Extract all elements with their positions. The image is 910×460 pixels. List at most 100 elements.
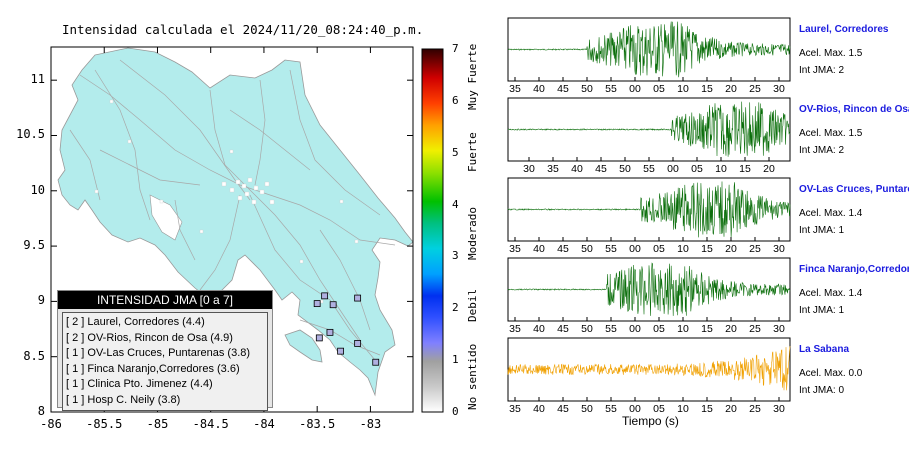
- waveform-tick-label: 40: [533, 243, 545, 255]
- map-y-tick-label: 8: [37, 404, 45, 418]
- city-points: [94, 99, 359, 304]
- waveform-tick-label: 55: [643, 163, 655, 175]
- waveform-tick-label: 25: [749, 323, 761, 335]
- legend-item: [ 1 ] Finca Naranjo,Corredores (3.6): [66, 362, 240, 375]
- waveform-tick-label: 10: [715, 163, 727, 175]
- legend-title: INTENSIDAD JMA [0 a 7]: [58, 291, 272, 309]
- waveform-tick-label: 00: [667, 163, 679, 175]
- station-marker: [372, 358, 380, 366]
- station-markers: [313, 292, 380, 366]
- colorbar-tick-label: 5: [452, 145, 459, 159]
- waveform-tick-label: 05: [653, 323, 665, 335]
- map-y-tick-label: 10.5: [16, 127, 45, 142]
- waveform-tick-label: 40: [533, 403, 545, 415]
- colorbar-tick-label: 4: [452, 197, 459, 211]
- waveform-tick-label: 55: [605, 83, 617, 95]
- waveform-tick-label: 45: [557, 83, 569, 95]
- colorbar-label-no-sentido: No sentido: [466, 343, 479, 410]
- station-info: Acel. Max. 0.0: [799, 368, 863, 379]
- station-info: Acel. Max. 1.5: [799, 128, 863, 139]
- waveform-tick-label: 30: [773, 243, 785, 255]
- waveform-x-label: Tiempo (s): [622, 414, 679, 428]
- waveform-tick-label: 15: [701, 83, 713, 95]
- waveform-tick-label: 05: [653, 83, 665, 95]
- waveform-tick-label: 35: [509, 243, 521, 255]
- map-title: Intensidad calculada el 2024/11/20_08:24…: [62, 22, 424, 37]
- waveform-tick-label: 30: [773, 403, 785, 415]
- colorbar-label-debil: Debil: [466, 288, 479, 322]
- waveform-tick-label: 10: [677, 323, 689, 335]
- osa-peninsula: [284, 329, 323, 363]
- station-info: Int JMA: 1: [799, 305, 845, 316]
- waveform-tick-label: 20: [725, 243, 737, 255]
- waveform-plot: [507, 17, 791, 82]
- waveform-trace: [507, 181, 791, 238]
- waveform-tick-label: 30: [523, 163, 535, 175]
- waveform-trace: [507, 21, 791, 78]
- colorbar-tick-label: 2: [452, 301, 459, 315]
- station-marker: [337, 347, 345, 355]
- station-info: Int JMA: 2: [799, 65, 845, 76]
- waveform-tick-label: 20: [725, 83, 737, 95]
- waveform-plot: [507, 97, 791, 162]
- waveform-tick-label: 20: [725, 323, 737, 335]
- colorbar-tick-label: 7: [452, 42, 459, 55]
- waveform-tick-label: 15: [701, 403, 713, 415]
- station-info: Int JMA: 2: [799, 145, 845, 156]
- waveform-tick-label: 10: [677, 403, 689, 415]
- waveform-tick-label: 50: [581, 323, 593, 335]
- waveform-tick-label: 20: [725, 403, 737, 415]
- waveform-tick-label: 45: [557, 243, 569, 255]
- legend-item: [ 2 ] OV-Rios, Rincon de Osa (4.9): [66, 331, 233, 344]
- station-info: Acel. Max. 1.5: [799, 48, 863, 59]
- waveform-frame: [507, 337, 791, 402]
- intensity-legend: INTENSIDAD JMA [0 a 7] [ 2 ] Laurel, Cor…: [57, 290, 273, 411]
- map-x-tick-label: -85: [146, 417, 169, 431]
- waveform-tick-label: 05: [653, 243, 665, 255]
- waveform-tick-label: 25: [749, 403, 761, 415]
- station-marker: [313, 300, 321, 308]
- map-x-tick-label: -83: [359, 417, 382, 431]
- colorbar-tick-label: 3: [452, 249, 459, 263]
- waveform-plot: [507, 257, 791, 322]
- waveform-tick-label: 05: [653, 403, 665, 415]
- waveform-tick-label: 40: [533, 83, 545, 95]
- waveform-tick-label: 20: [763, 163, 775, 175]
- station-name: OV-Rios, Rincon de Osa: [799, 104, 909, 115]
- map-x-tick-label: -84.5: [192, 417, 229, 431]
- map-x-tick-label: -85.5: [86, 417, 123, 431]
- waveform-tick-label: 40: [533, 323, 545, 335]
- waveform-tick-label: 30: [773, 323, 785, 335]
- station-marker: [326, 328, 334, 336]
- colorbar-tick-label: 6: [452, 93, 459, 107]
- map-y-tick-label: 9: [37, 293, 45, 308]
- road-network: [69, 59, 396, 361]
- waveform-trace: [507, 346, 791, 391]
- station-marker: [315, 334, 323, 342]
- waveform-tick-label: 50: [581, 243, 593, 255]
- waveform-tick-label: 10: [677, 83, 689, 95]
- waveform-trace: [507, 101, 791, 157]
- map-x-tick-label: -84: [253, 417, 275, 431]
- station-info: Acel. Max. 1.4: [799, 208, 863, 219]
- waveform-tick-label: 25: [749, 83, 761, 95]
- waveform-tick-label: 45: [557, 323, 569, 335]
- waveform-tick-label: 25: [749, 243, 761, 255]
- waveform-tick-label: 40: [571, 163, 583, 175]
- waveform-plot: [507, 337, 791, 402]
- station-name: La Sabana: [799, 344, 850, 355]
- nicoya-gulf: [149, 194, 183, 241]
- legend-list: [ 2 ] Laurel, Corredores (4.4) [ 2 ] OV-…: [62, 312, 268, 411]
- waveform-tick-label: 55: [605, 243, 617, 255]
- station-marker: [329, 301, 337, 309]
- station-info: Acel. Max. 1.4: [799, 288, 863, 299]
- waveform-tick-label: 00: [629, 243, 641, 255]
- waveform-trace: [507, 262, 791, 316]
- waveform-tick-label: 15: [739, 163, 751, 175]
- map-frame: [50, 46, 414, 413]
- map-y-tick-label: 10: [30, 182, 45, 197]
- station-name: Laurel, Corredores: [799, 24, 889, 35]
- colorbar-tick-label: 0: [452, 405, 459, 418]
- waveform-tick-label: 35: [509, 403, 521, 415]
- waveform-tick-label: 35: [509, 323, 521, 335]
